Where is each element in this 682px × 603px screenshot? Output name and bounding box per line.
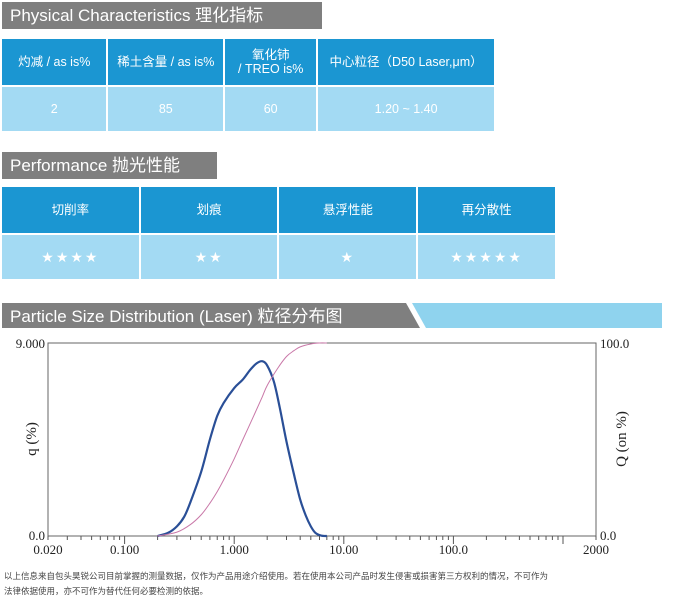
x-axis-labels: 0.020 0.100 1.000 10.00 100.0 2000 — [33, 542, 609, 557]
performance-table: 切削率 划痕 悬浮性能 再分散性 ★★★★ ★★ ★ ★★★★★ — [0, 185, 557, 281]
rating-stars: ★★★★ — [2, 235, 139, 279]
rating-stars: ★★ — [140, 235, 278, 279]
series-line-cumulative — [157, 342, 327, 537]
banner-gray-block — [2, 303, 420, 328]
x-tick-label: 100.0 — [439, 542, 468, 557]
table-header-cell: 再分散性 — [418, 187, 555, 233]
table-header-cell: 切削率 — [2, 187, 139, 233]
footnote-line: 法律依据使用，亦不可作为替代任何必要检测的依据。 — [4, 587, 209, 597]
series-line-q — [157, 360, 327, 538]
table-header-row: 切削率 划痕 悬浮性能 再分散性 — [2, 187, 555, 233]
performance-section-title: Performance 抛光性能 — [2, 152, 217, 179]
particle-size-chart: 0.020 0.100 1.000 10.00 100.0 2000 9.000 0.0 … — [16, 337, 630, 557]
table-cell: 1.20 ~ 1.40 — [318, 87, 494, 131]
table-row: ★★★★ ★★ ★ ★★★★★ — [2, 235, 555, 279]
table-header-cell: 悬浮性能 — [279, 187, 417, 233]
y2-tick-label-top: 100.0 — [600, 337, 629, 351]
x-tick-label: 0.020 — [33, 542, 62, 557]
table-row: 2 85 60 1.20 ~ 1.40 — [2, 87, 494, 131]
table-header-cell: 划痕 — [140, 187, 278, 233]
distribution-banner: Particle Size Distribution (Laser) 粒径分布图 — [2, 303, 662, 328]
table-header-text: 氧化铈 / TREO is% — [238, 48, 304, 76]
y2-tick-label-bottom: 0.0 — [600, 528, 616, 543]
y-tick-label-top: 9.000 — [16, 337, 45, 351]
banner-light-stripe — [412, 303, 662, 328]
rating-stars: ★★★★★ — [418, 235, 555, 279]
footnote-line: 以上信息来自包头昊锐公司目前掌握的测量数据，仅作为产品用途介绍使用。若在使用本公… — [4, 572, 549, 582]
x-axis-ticks — [47, 536, 597, 544]
x-tick-label: 10.00 — [329, 542, 358, 557]
footnote: 以上信息来自包头昊锐公司目前掌握的测量数据，仅作为产品用途介绍使用。若在使用本公… — [4, 570, 548, 600]
rating-stars: ★ — [279, 235, 417, 279]
table-header-cell: 稀土含量 / as is% — [108, 39, 224, 85]
distribution-section-title: Particle Size Distribution (Laser) 粒径分布图 — [10, 307, 343, 326]
table-cell: 60 — [225, 87, 317, 131]
x-tick-label: 1.000 — [220, 542, 249, 557]
y-tick-label-bottom: 0.0 — [29, 528, 45, 543]
table-header-cell: 灼减 / as is% — [2, 39, 107, 85]
y-axis-label: q (%) — [24, 422, 40, 456]
table-cell: 85 — [108, 87, 224, 131]
x-tick-label: 2000 — [583, 542, 609, 557]
physical-section-title: Physical Characteristics 理化指标 — [2, 2, 322, 29]
x-tick-label: 0.100 — [110, 542, 139, 557]
y2-axis-label: Q (on %) — [614, 411, 630, 467]
table-header-cell: 中心粒径（D50 Laser,μm） — [318, 39, 494, 85]
physical-table: 灼减 / as is% 稀土含量 / as is% 氧化铈 / TREO is%… — [0, 37, 496, 133]
table-header-row: 灼减 / as is% 稀土含量 / as is% 氧化铈 / TREO is%… — [2, 39, 494, 85]
table-header-cell: 氧化铈 / TREO is% — [225, 39, 317, 85]
table-cell: 2 — [2, 87, 107, 131]
plot-frame — [47, 342, 597, 537]
